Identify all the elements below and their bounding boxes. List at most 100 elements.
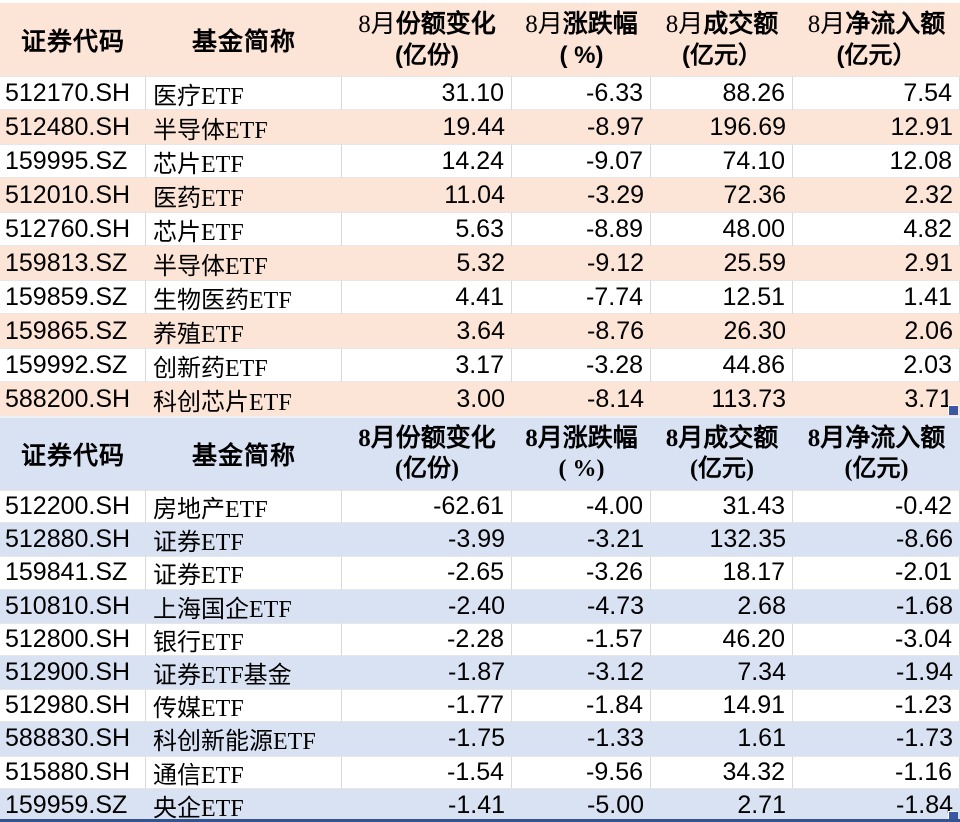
cell-code[interactable]: 512480.SH	[5, 112, 131, 141]
cell-name[interactable]: 半导体ETF	[153, 117, 268, 144]
cell-code[interactable]: 159959.SZ	[5, 790, 128, 819]
cell-name[interactable]: 证券ETF	[153, 530, 244, 557]
cell-turnover[interactable]: 2.68	[737, 591, 786, 620]
cell-code[interactable]: 159992.SZ	[0, 348, 146, 382]
cell-share-change[interactable]: 31.10	[342, 76, 512, 110]
cell-turnover[interactable]: 72.36	[723, 180, 786, 209]
header-cell[interactable]: 8月成交额 (亿元)	[651, 418, 793, 490]
cell-code[interactable]: 512760.SH	[0, 212, 146, 246]
cell-turnover[interactable]: 7.34	[737, 658, 786, 687]
cell-pct-change[interactable]: -7.74	[512, 280, 651, 314]
cell-code[interactable]: 512170.SH	[0, 76, 146, 110]
header-cell[interactable]: 8月净流入额 (亿元)	[793, 418, 960, 490]
cell-share-change[interactable]: 3.00	[456, 384, 505, 413]
cell-pct-change[interactable]: -8.97	[587, 112, 644, 141]
cell-turnover[interactable]: 88.26	[651, 76, 793, 110]
cell-code[interactable]: 512200.SH	[0, 490, 146, 524]
cell-code[interactable]: 515880.SH	[0, 755, 146, 789]
cell-pct-change[interactable]: -4.00	[512, 490, 651, 524]
cell-net-inflow[interactable]: 4.82	[793, 212, 960, 246]
cell-turnover[interactable]: 48.00	[651, 212, 793, 246]
cell-code[interactable]: 159865.SZ	[5, 316, 128, 345]
cell-name[interactable]: 养殖ETF	[153, 321, 244, 348]
selection-fill-handle[interactable]	[948, 811, 958, 821]
cell-pct-change[interactable]: -8.14	[587, 384, 644, 413]
cell-share-change[interactable]: -3.99	[448, 525, 505, 554]
cell-net-inflow[interactable]: 1.41	[793, 280, 960, 314]
cell-net-inflow[interactable]: -1.16	[793, 755, 960, 789]
cell-net-inflow[interactable]: 2.32	[904, 180, 953, 209]
cell-code[interactable]: 512880.SH	[5, 525, 131, 554]
cell-pct-change[interactable]: -3.21	[587, 525, 644, 554]
cell-name[interactable]: 证券ETF基金	[153, 663, 292, 690]
cell-name[interactable]: 医药ETF	[153, 185, 244, 212]
cell-pct-change[interactable]: -1.84	[512, 689, 651, 723]
cell-pct-change[interactable]: -4.73	[587, 591, 644, 620]
cell-name[interactable]: 房地产ETF	[146, 490, 342, 524]
cell-code[interactable]: 512980.SH	[0, 689, 146, 723]
cell-turnover[interactable]: 2.71	[737, 790, 786, 819]
header-cell-code[interactable]: 证券代码	[20, 27, 125, 56]
cell-turnover[interactable]: 12.51	[651, 280, 793, 314]
cell-net-inflow[interactable]: -1.94	[896, 658, 953, 687]
cell-net-inflow[interactable]: -3.04	[793, 622, 960, 656]
cell-pct-change[interactable]: -8.89	[512, 212, 651, 246]
cell-name[interactable]: 医疗ETF	[146, 76, 342, 110]
cell-net-inflow[interactable]: -1.68	[896, 591, 953, 620]
cell-code[interactable]: 512010.SH	[5, 180, 131, 209]
cell-share-change[interactable]: -1.87	[448, 658, 505, 687]
cell-name[interactable]: 科创芯片ETF	[153, 389, 292, 416]
cell-turnover[interactable]: 34.32	[651, 755, 793, 789]
cell-turnover[interactable]: 44.86	[651, 348, 793, 382]
header-cell[interactable]: 8月涨跌幅 ( %)	[512, 418, 651, 490]
cell-net-inflow[interactable]: 7.54	[793, 76, 960, 110]
cell-name[interactable]: 传媒ETF	[146, 689, 342, 723]
cell-pct-change[interactable]: -1.57	[512, 622, 651, 656]
header-cell[interactable]: 8月份额变化 (亿份)	[342, 3, 512, 76]
cell-name[interactable]: 通信ETF	[146, 755, 342, 789]
cell-share-change[interactable]: -2.28	[342, 622, 512, 656]
cell-share-change[interactable]: -62.61	[342, 490, 512, 524]
cell-code[interactable]: 159841.SZ	[0, 556, 146, 590]
cell-turnover[interactable]: 113.73	[711, 384, 786, 413]
cell-share-change[interactable]: 3.64	[456, 316, 505, 345]
cell-net-inflow[interactable]: -0.42	[793, 490, 960, 524]
cell-net-inflow[interactable]: -1.23	[793, 689, 960, 723]
cell-share-change[interactable]: 4.41	[342, 280, 512, 314]
cell-share-change[interactable]: 3.17	[342, 348, 512, 382]
cell-name[interactable]: 半导体ETF	[153, 253, 268, 280]
cell-net-inflow[interactable]: -1.73	[896, 724, 953, 753]
header-cell[interactable]: 8月份额变化 (亿份)	[342, 418, 512, 490]
cell-turnover[interactable]: 196.69	[709, 112, 786, 141]
cell-share-change[interactable]: 19.44	[442, 112, 505, 141]
cell-net-inflow[interactable]: 12.91	[890, 112, 953, 141]
cell-pct-change[interactable]: -6.33	[512, 76, 651, 110]
cell-net-inflow[interactable]: -2.01	[793, 556, 960, 590]
cell-code[interactable]: 510810.SH	[5, 591, 131, 620]
cell-net-inflow[interactable]: -1.84	[896, 790, 953, 819]
cell-share-change[interactable]: 5.63	[342, 212, 512, 246]
cell-net-inflow[interactable]: 12.08	[793, 144, 960, 178]
cell-share-change[interactable]: 5.32	[456, 248, 505, 277]
cell-turnover[interactable]: 26.30	[723, 316, 786, 345]
cell-name[interactable]: 央企ETF	[153, 795, 244, 822]
header-cell[interactable]: 8月涨跌幅 ( %)	[512, 3, 651, 76]
cell-net-inflow[interactable]: 2.91	[904, 248, 953, 277]
cell-name[interactable]: 创新药ETF	[146, 348, 342, 382]
cell-turnover[interactable]: 14.91	[651, 689, 793, 723]
header-cell-name[interactable]: 基金简称	[191, 27, 296, 56]
cell-pct-change[interactable]: -3.29	[587, 180, 644, 209]
cell-code[interactable]: 159859.SZ	[0, 280, 146, 314]
header-cell-code[interactable]: 证券代码	[20, 443, 125, 470]
cell-share-change[interactable]: -1.54	[342, 755, 512, 789]
cell-code[interactable]: 512900.SH	[5, 658, 131, 687]
cell-code[interactable]: 588200.SH	[5, 384, 131, 413]
cell-net-inflow[interactable]: 2.06	[904, 316, 953, 345]
cell-turnover[interactable]: 1.61	[737, 724, 786, 753]
cell-share-change[interactable]: -1.77	[342, 689, 512, 723]
cell-share-change[interactable]: 14.24	[342, 144, 512, 178]
header-cell-name[interactable]: 基金简称	[191, 443, 296, 470]
cell-name[interactable]: 科创新能源ETF	[153, 729, 316, 756]
cell-turnover[interactable]: 46.20	[651, 622, 793, 656]
cell-turnover[interactable]: 18.17	[651, 556, 793, 590]
